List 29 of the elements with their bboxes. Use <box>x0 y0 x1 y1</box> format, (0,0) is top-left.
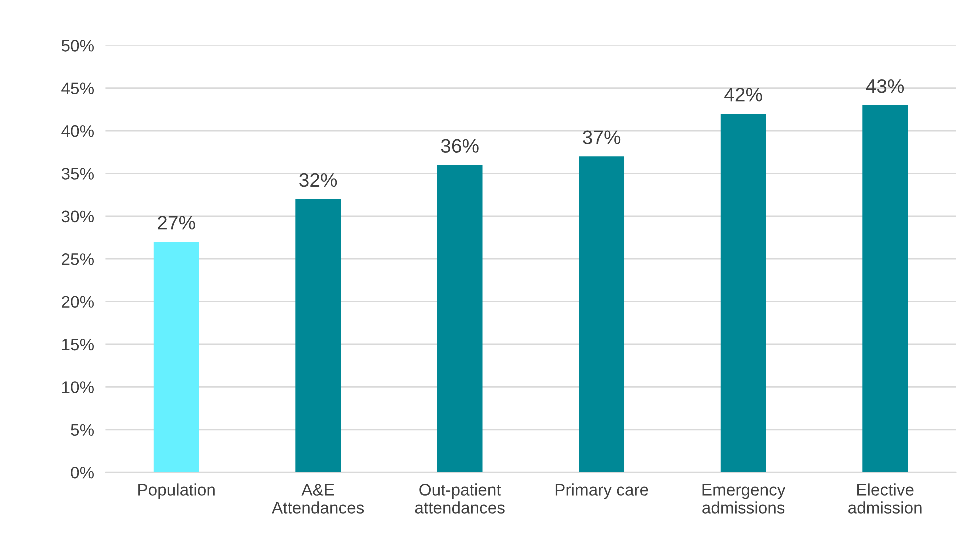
x-tick-label: Elective admission <box>848 484 922 514</box>
y-tick-label: 30% <box>62 210 94 223</box>
x-tick-label: Emergency admissions <box>702 484 786 514</box>
bar <box>296 199 342 473</box>
x-tick-label: Primary care <box>556 484 648 500</box>
data-label: 27% <box>158 216 196 230</box>
x-tick-label: Population <box>138 484 215 500</box>
x-tick-label: A&E Attendances <box>272 484 364 514</box>
y-tick-label: 10% <box>62 382 94 394</box>
bar <box>437 165 483 473</box>
bar <box>579 156 625 473</box>
y-tick-label: 15% <box>62 338 94 351</box>
data-label: 42% <box>724 88 762 102</box>
y-tick-label: 5% <box>71 424 94 436</box>
y-tick-label: 50% <box>62 40 94 52</box>
bar <box>862 105 908 473</box>
y-tick-label: 0% <box>71 466 94 479</box>
bar <box>720 114 766 473</box>
data-label: 43% <box>866 79 904 94</box>
y-tick-label: 20% <box>62 296 94 308</box>
y-tick-label: 35% <box>62 168 94 180</box>
bar <box>154 242 200 473</box>
y-tick-label: 25% <box>62 254 94 266</box>
data-label: 32% <box>300 173 338 188</box>
data-label: 36% <box>441 139 479 154</box>
data-label: 37% <box>583 130 621 144</box>
y-tick-label: 40% <box>62 125 94 138</box>
x-tick-label: Out-patient attendances <box>415 484 505 514</box>
y-tick-label: 45% <box>62 82 94 95</box>
